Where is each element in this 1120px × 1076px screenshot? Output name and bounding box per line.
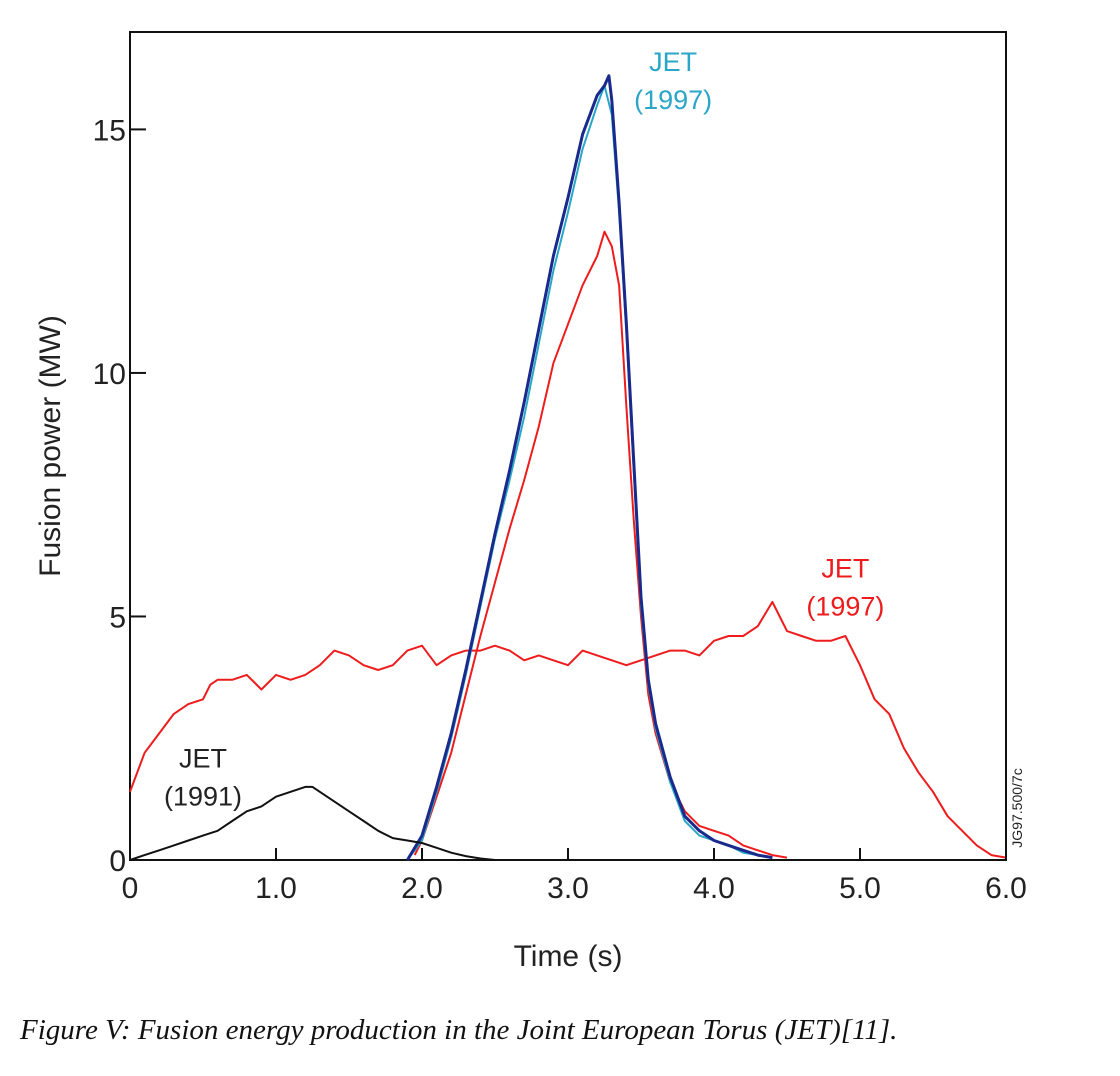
series-annotation-2: JET (1997) (806, 554, 884, 622)
y-tick-label: 15 (93, 114, 126, 147)
annotation-line-2: (1997) (634, 85, 712, 115)
x-tick-label: 0 (122, 872, 139, 905)
x-tick-label: 3.0 (547, 872, 589, 905)
series-line-3 (406, 84, 773, 861)
y-tick-label: 10 (93, 358, 126, 391)
series-layer (129, 74, 1007, 861)
x-axis-title: Time (s) (514, 940, 623, 973)
annotation-line-1: JET (821, 554, 869, 584)
x-tick-label: 4.0 (693, 872, 735, 905)
plot-frame-group (129, 31, 1007, 861)
series-line-1 (129, 600, 1007, 859)
series-line-2 (413, 230, 788, 859)
series-annotation-1: JET (1997) (634, 47, 712, 115)
plot-frame (129, 31, 1007, 861)
x-tick-label: 2.0 (401, 872, 443, 905)
y-tick-label: 0 (109, 845, 126, 878)
chart: 0 1.0 2.0 3.0 4.0 5.0 6.0 0 5 10 15 JET (1997) JET (1… (34, 31, 1027, 973)
series-annotation-3: JET (1991) (164, 743, 242, 811)
y-axis-title: Fusion power (MW) (34, 315, 67, 577)
figure-caption: Figure V: Fusion energy production in th… (20, 1014, 898, 1046)
figure-code-label: JG97.500/7c (1009, 768, 1025, 847)
y-tick-label: 5 (109, 601, 126, 634)
annotation-line-2: (1997) (806, 592, 884, 622)
x-tick-label: 6.0 (985, 872, 1027, 905)
annotation-line-1: JET (649, 47, 697, 77)
x-tick-label: 5.0 (839, 872, 881, 905)
annotation-layer: JET (1997) JET (1997) JET (1991) (164, 47, 884, 811)
x-tick-label: 1.0 (255, 872, 297, 905)
series-line-4 (406, 74, 773, 861)
ticks-layer: 0 1.0 2.0 3.0 4.0 5.0 6.0 0 5 10 15 (93, 114, 1027, 905)
annotation-line-2: (1991) (164, 781, 242, 811)
series-line-5 (129, 785, 496, 861)
annotation-line-1: JET (179, 743, 227, 773)
